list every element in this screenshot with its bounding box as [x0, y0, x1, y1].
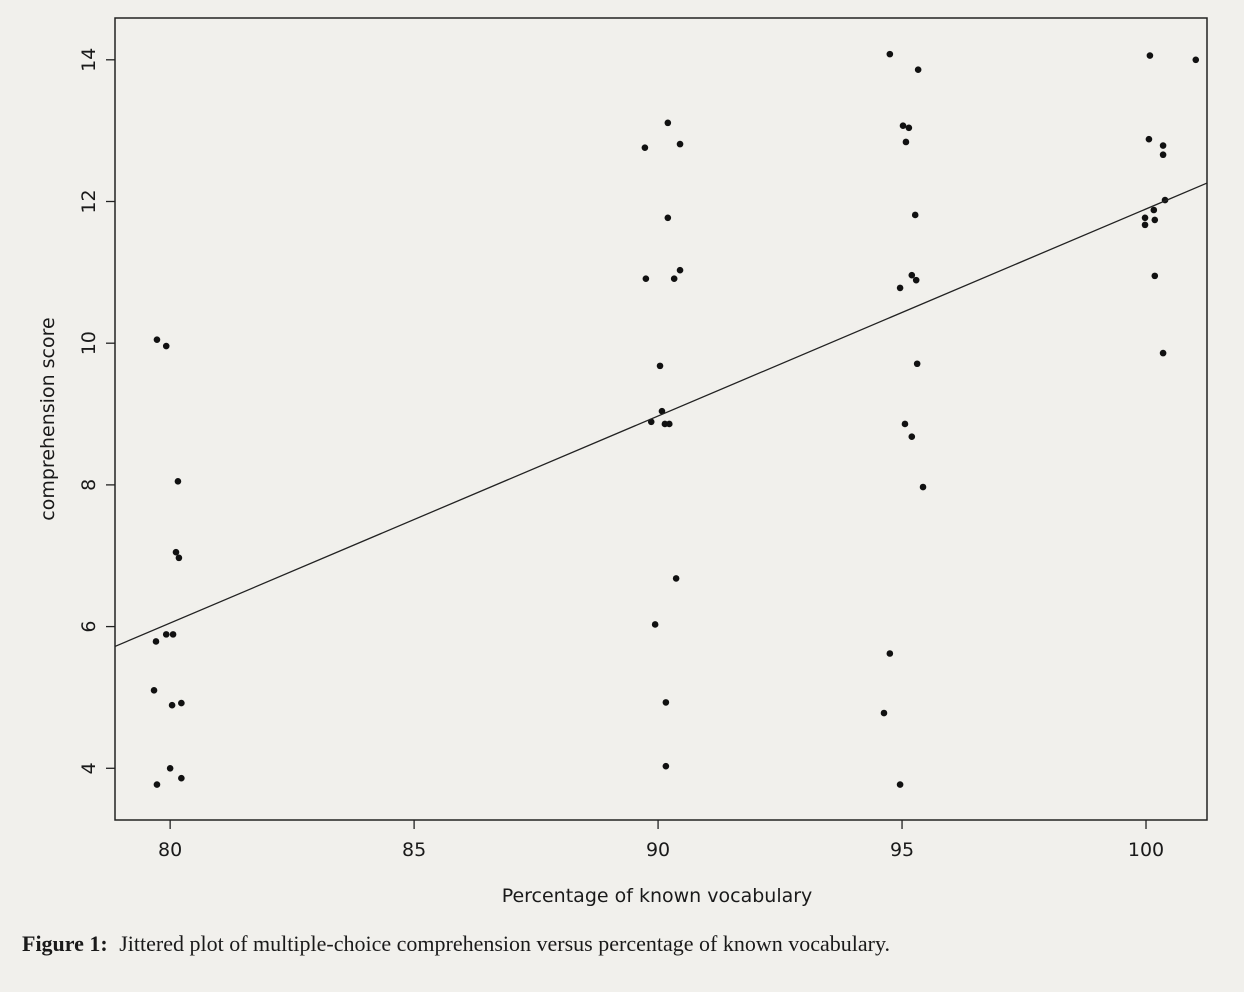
data-point — [901, 420, 909, 428]
data-point — [175, 554, 183, 562]
data-point — [905, 124, 913, 132]
data-point — [896, 284, 904, 292]
data-point — [662, 762, 670, 770]
y-axis-label: comprehension score — [37, 317, 59, 520]
data-point — [880, 709, 888, 717]
data-point — [896, 781, 904, 788]
data-point — [641, 144, 649, 151]
data-point — [899, 122, 907, 129]
data-point — [911, 211, 919, 219]
data-point — [914, 66, 922, 74]
data-point — [1151, 216, 1159, 224]
data-point — [656, 362, 664, 370]
data-point — [672, 575, 680, 582]
y-tick-label: 14 — [78, 48, 100, 72]
x-tick-label: 100 — [1128, 839, 1164, 861]
data-point — [908, 433, 916, 441]
data-point — [150, 687, 158, 694]
data-point — [178, 699, 185, 707]
data-point — [152, 638, 160, 645]
data-point — [1151, 272, 1159, 280]
x-tick-label: 80 — [158, 839, 182, 861]
data-point — [1145, 135, 1153, 143]
data-point — [912, 276, 920, 284]
x-tick-label: 90 — [646, 839, 670, 861]
data-point — [908, 271, 916, 279]
y-tick-label: 8 — [78, 479, 100, 491]
regression-line — [114, 182, 1208, 648]
data-point — [642, 275, 650, 283]
data-point — [902, 138, 910, 146]
data-point — [166, 764, 174, 772]
data-point — [665, 420, 673, 428]
data-point — [1159, 142, 1167, 149]
y-tick-label: 6 — [78, 621, 100, 633]
data-point — [676, 266, 684, 274]
data-point — [658, 407, 666, 415]
x-tick-label: 95 — [890, 839, 914, 861]
x-tick-label: 85 — [402, 839, 426, 861]
caption-label: Figure 1: — [22, 931, 108, 956]
data-point — [178, 774, 185, 782]
caption-text: Jittered plot of multiple-choice compreh… — [119, 931, 890, 956]
data-point — [1146, 52, 1154, 59]
data-point — [662, 699, 670, 706]
data-point — [886, 50, 894, 58]
data-point — [664, 214, 672, 222]
y-tick-label: 12 — [78, 189, 100, 213]
x-axis-label: Percentage of known vocabulary — [502, 885, 813, 907]
data-point — [670, 275, 678, 283]
plot-frame — [114, 17, 1208, 821]
data-point — [651, 621, 659, 628]
data-point — [1192, 56, 1200, 64]
data-point — [1159, 151, 1167, 159]
y-tick-label: 4 — [78, 762, 100, 774]
data-point — [169, 631, 177, 638]
data-point — [1141, 221, 1149, 229]
data-point — [174, 478, 182, 485]
data-point — [664, 119, 672, 127]
y-tick-label: 10 — [78, 331, 100, 355]
data-point — [168, 701, 176, 709]
data-point — [676, 140, 684, 148]
data-point — [162, 342, 170, 350]
data-point — [172, 548, 180, 556]
data-point — [919, 483, 927, 491]
data-point — [1141, 214, 1149, 222]
data-point — [162, 631, 170, 638]
data-point — [153, 781, 161, 788]
data-point — [913, 360, 921, 368]
caption: Figure 1: Jittered plot of multiple-choi… — [22, 931, 890, 956]
data-point — [886, 650, 894, 657]
data-point — [1159, 349, 1167, 357]
data-point — [1150, 206, 1158, 214]
data-point — [153, 336, 161, 343]
